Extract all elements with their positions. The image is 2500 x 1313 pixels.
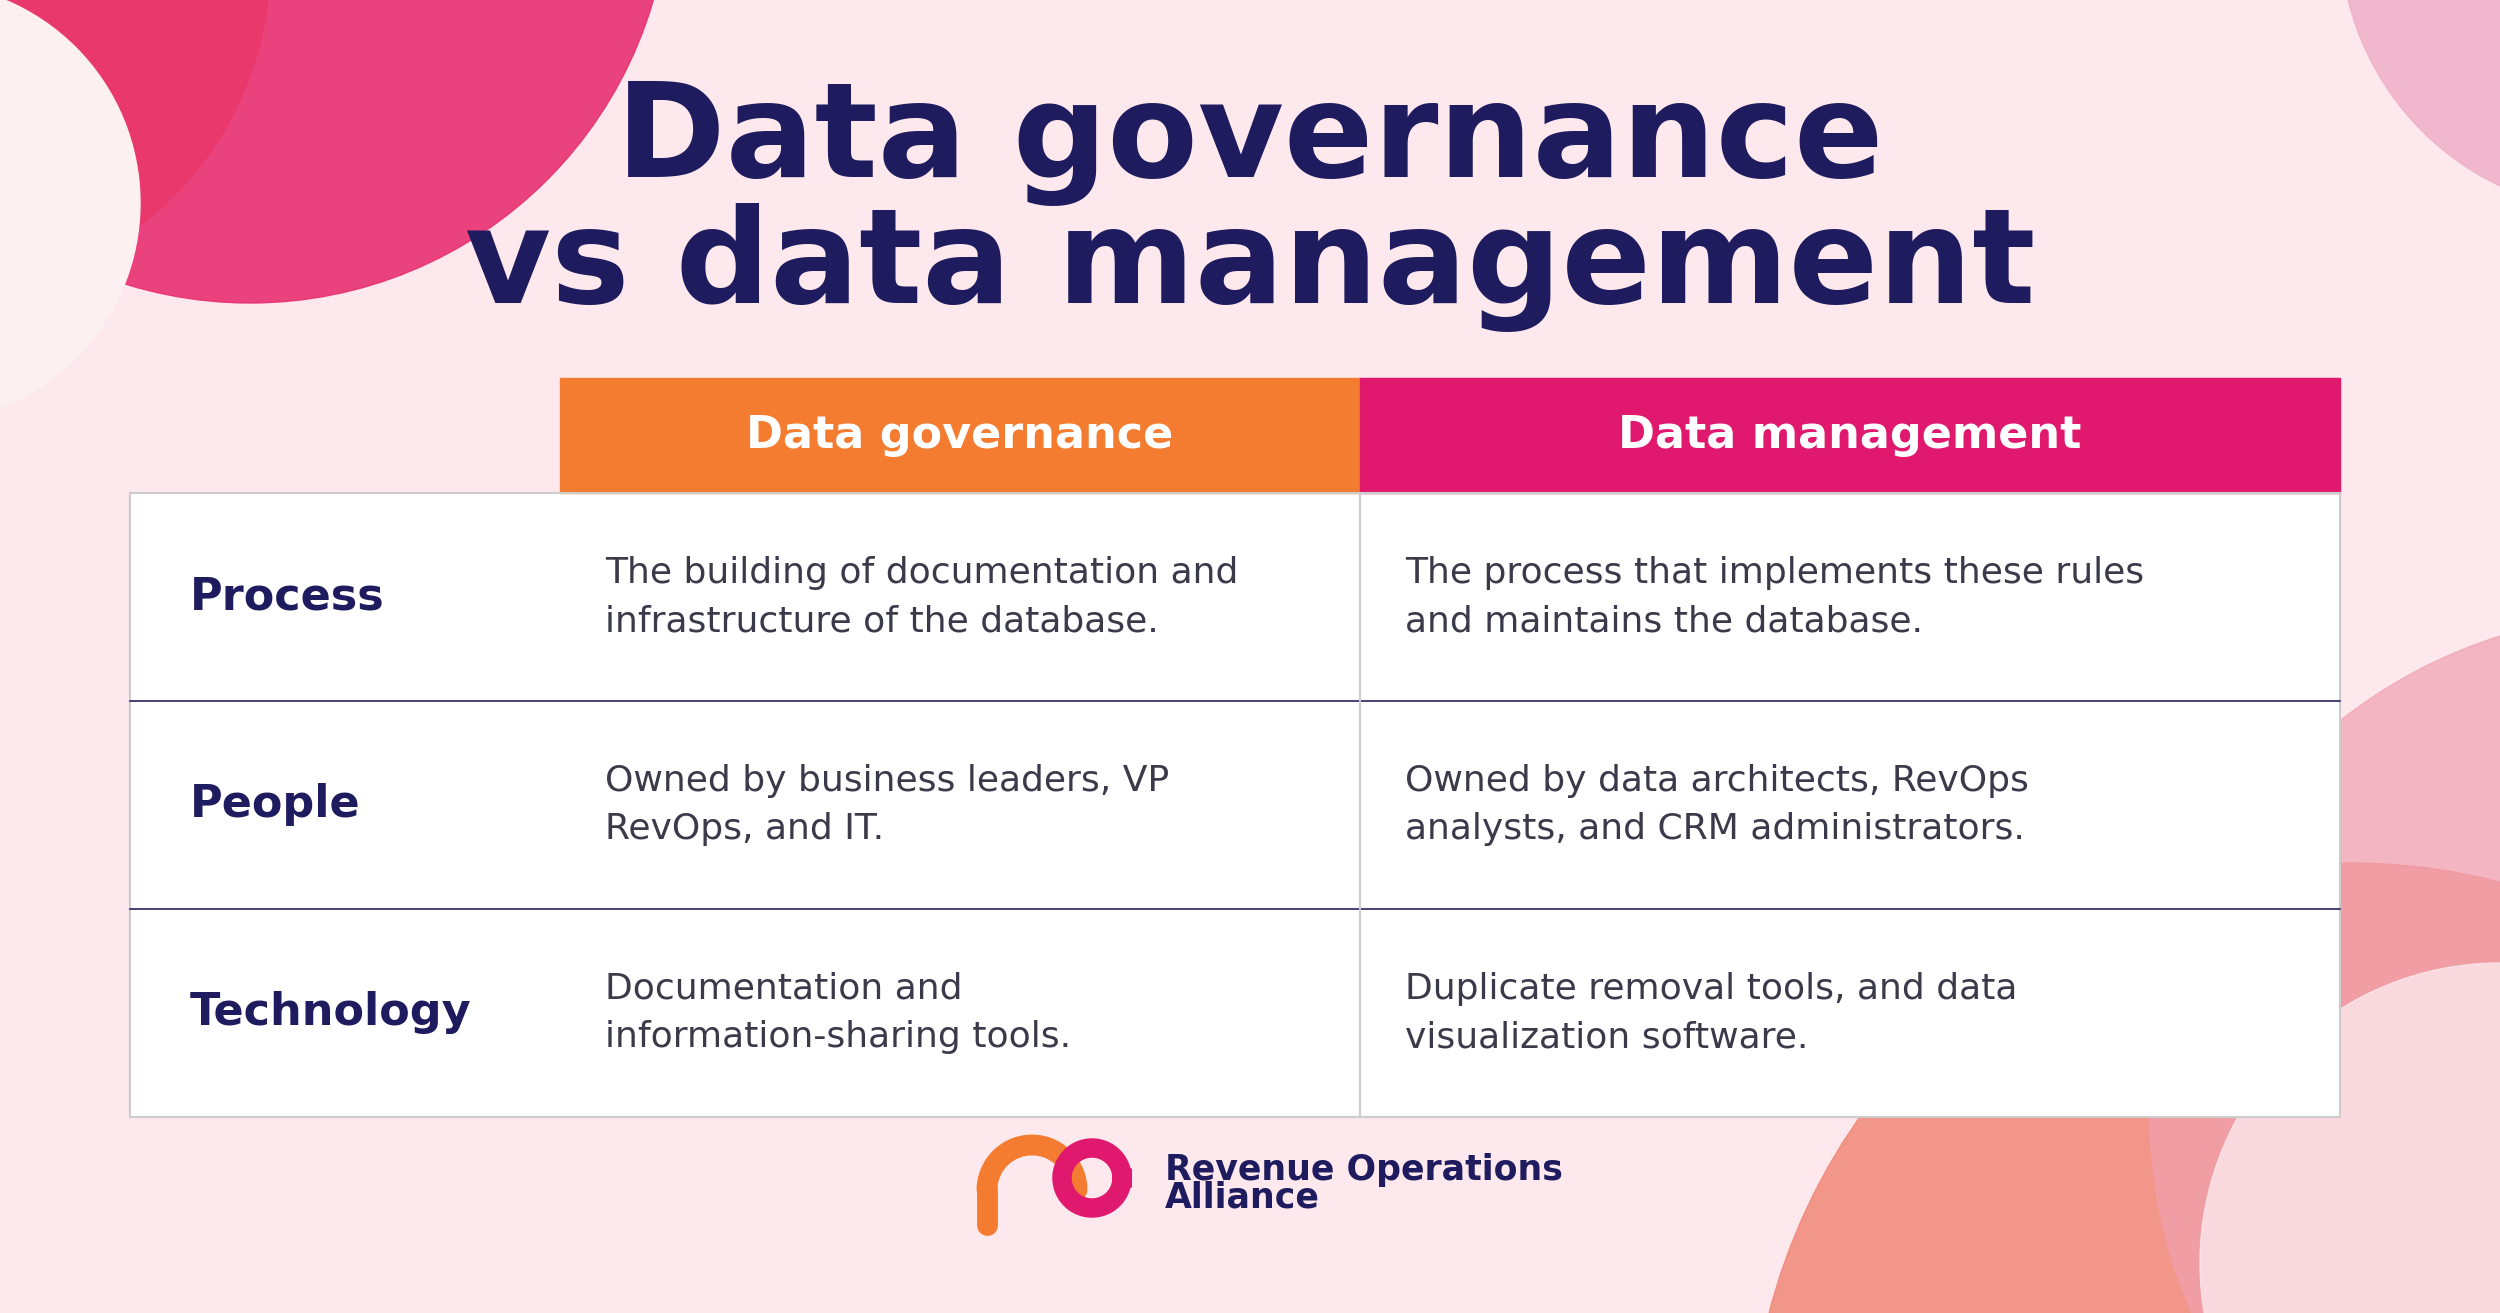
Circle shape — [0, 0, 270, 293]
Text: vs data management: vs data management — [465, 204, 2035, 332]
Text: Process: Process — [190, 575, 385, 618]
Text: People: People — [190, 784, 360, 826]
Bar — [1360, 378, 2340, 492]
Circle shape — [2340, 0, 2500, 213]
Text: Data governance: Data governance — [748, 414, 1172, 457]
Circle shape — [0, 0, 140, 423]
Bar — [130, 492, 2340, 1117]
Circle shape — [2150, 613, 2500, 1313]
Circle shape — [0, 0, 670, 303]
Text: Documentation and
information-sharing tools.: Documentation and information-sharing to… — [605, 972, 1070, 1054]
Text: Owned by data architects, RevOps
analysts, and CRM administrators.: Owned by data architects, RevOps analyst… — [1405, 764, 2030, 847]
Text: Revenue Operations: Revenue Operations — [1165, 1153, 1562, 1187]
Text: Alliance: Alliance — [1165, 1180, 1320, 1215]
Circle shape — [1750, 863, 2500, 1313]
Bar — [130, 492, 2340, 1117]
Text: Owned by business leaders, VP
RevOps, and IT.: Owned by business leaders, VP RevOps, an… — [605, 764, 1170, 847]
Text: The building of documentation and
infrastructure of the database.: The building of documentation and infras… — [605, 555, 1238, 638]
Circle shape — [2200, 962, 2500, 1313]
Text: Data management: Data management — [1618, 414, 2082, 457]
Text: Technology: Technology — [190, 991, 472, 1035]
Bar — [560, 378, 1360, 492]
Text: Data governance: Data governance — [618, 80, 1885, 206]
Text: Duplicate removal tools, and data
visualization software.: Duplicate removal tools, and data visual… — [1405, 972, 2018, 1054]
Text: The process that implements these rules
and maintains the database.: The process that implements these rules … — [1405, 555, 2145, 638]
